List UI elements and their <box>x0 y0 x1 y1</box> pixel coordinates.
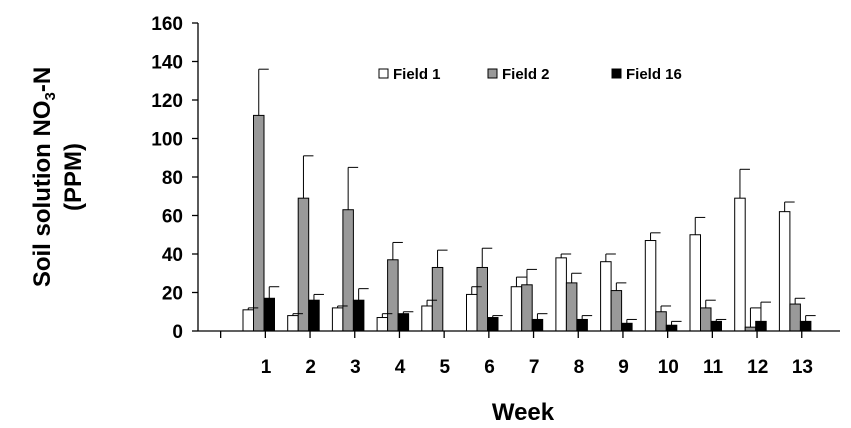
bar-field-1-week-2 <box>287 315 299 332</box>
x-tick-label: 3 <box>350 357 361 378</box>
y-tick-label: 60 <box>162 207 183 228</box>
bar-field-16-week-4 <box>397 313 410 332</box>
x-axis-ticks: 1 2 3 4 5 6 7 8 9 10 11 12 13 <box>219 331 813 378</box>
y-axis-title-main: Soil solution NO <box>29 101 56 288</box>
bar-field-1-week-1 <box>242 309 254 332</box>
x-tick-label: 4 <box>395 357 406 378</box>
bar-field-16-week-3 <box>352 299 365 332</box>
bar-field-16-week-9 <box>621 322 633 332</box>
bar-field-2-week-8 <box>565 282 578 332</box>
bar-field-16-week-2 <box>308 299 320 332</box>
bar-field-1-week-13 <box>778 211 791 332</box>
x-tick-label: 2 <box>305 357 316 378</box>
bar-field-16-week-11 <box>710 320 722 332</box>
bar-field-16-week-13 <box>799 320 812 332</box>
legend-swatch-field-16 <box>611 68 622 79</box>
x-tick-label: 11 <box>703 357 724 378</box>
bar-field-1-week-7 <box>510 286 523 332</box>
bar-field-1-week-6 <box>466 293 478 332</box>
y-tick-label: 0 <box>172 322 183 343</box>
legend-swatch-field-1 <box>378 68 389 79</box>
bar-field-2-week-13 <box>789 303 801 332</box>
y-axis-ticks: 0 20 40 60 80 100 120 140 160 <box>151 14 198 343</box>
x-tick-label: 12 <box>747 357 768 378</box>
bars <box>242 114 812 332</box>
bar-field-16-week-8 <box>576 318 588 332</box>
bar-field-1-week-12 <box>734 197 746 332</box>
y-tick-label: 80 <box>162 168 183 189</box>
bar-field-1-week-5 <box>421 305 433 332</box>
y-axis-title: Soil solution NO3-N (PPM) <box>29 67 87 287</box>
bar-field-1-week-4 <box>376 317 389 332</box>
bar-field-2-week-1 <box>253 114 265 332</box>
y-axis-title-line2: (PPM) <box>60 143 87 211</box>
legend-swatch-field-2 <box>487 68 498 79</box>
y-tick-label: 160 <box>151 14 183 35</box>
bar-field-1-week-3 <box>331 307 344 332</box>
legend: Field 1 Field 2 Field 16 <box>378 66 682 83</box>
bar-field-1-week-11 <box>689 234 701 332</box>
y-tick-label: 100 <box>151 130 183 151</box>
x-tick-label: 13 <box>792 357 813 378</box>
y-axis-title-line1: Soil solution NO3-N <box>29 67 59 287</box>
bar-field-2-week-7 <box>521 284 533 332</box>
bar-field-1-week-9 <box>600 261 612 332</box>
bar-field-2-week-5 <box>431 266 444 332</box>
bar-field-1-week-10 <box>644 240 657 332</box>
x-tick-label: 1 <box>261 357 272 378</box>
bar-field-16-week-7 <box>531 318 544 332</box>
y-tick-label: 20 <box>162 284 183 305</box>
error-bars <box>247 68 816 328</box>
legend-label-field-1: Field 1 <box>393 66 441 83</box>
x-tick-label: 6 <box>484 357 495 378</box>
bar-field-16-week-1 <box>263 297 275 332</box>
bar-field-2-week-6 <box>476 266 488 332</box>
x-axis-title: Week <box>492 399 555 426</box>
bar-field-16-week-12 <box>755 320 767 332</box>
bar-field-2-week-11 <box>700 307 712 332</box>
bar-field-16-week-6 <box>487 317 499 332</box>
y-tick-label: 140 <box>151 53 183 74</box>
x-tick-label: 7 <box>529 357 540 378</box>
y-tick-label: 120 <box>151 91 183 112</box>
x-tick-label: 5 <box>440 357 451 378</box>
bar-field-16-week-10 <box>665 324 678 332</box>
legend-label-field-2: Field 2 <box>502 66 550 83</box>
bar-field-2-week-4 <box>387 259 399 332</box>
x-tick-label: 8 <box>574 357 585 378</box>
y-axis-title-suffix: -N <box>29 67 56 92</box>
legend-label-field-16: Field 16 <box>626 66 682 83</box>
bar-field-1-week-8 <box>555 257 567 332</box>
bar-field-2-week-10 <box>655 311 667 332</box>
y-tick-label: 40 <box>162 245 183 266</box>
y-axis-title-subscript: 3 <box>42 92 59 100</box>
bar-field-2-week-2 <box>297 197 310 332</box>
bar-field-2-week-3 <box>342 209 354 332</box>
bar-field-2-week-9 <box>610 290 623 332</box>
x-tick-label: 9 <box>618 357 629 378</box>
x-tick-label: 10 <box>658 357 679 378</box>
